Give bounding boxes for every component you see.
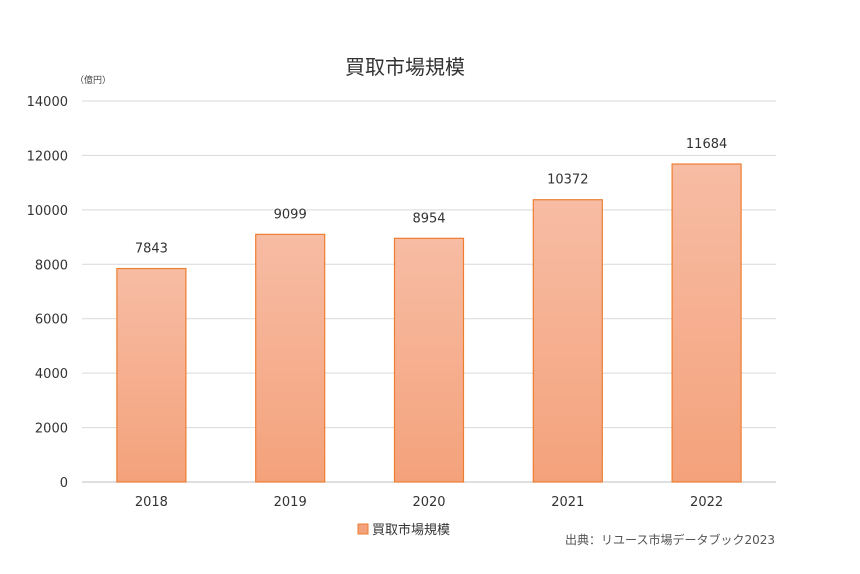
y-tick-label: 14000 bbox=[27, 95, 68, 110]
source-note: 出典：リユース市場データブック2023 bbox=[565, 532, 775, 547]
x-tick-label-2020: 2020 bbox=[412, 495, 445, 510]
data-label-2020: 8954 bbox=[412, 211, 445, 226]
y-tick-label: 4000 bbox=[35, 367, 68, 382]
x-tick-label-2019: 2019 bbox=[274, 495, 307, 510]
x-tick-label-2022: 2022 bbox=[690, 495, 723, 510]
y-axis-unit-label: （億円） bbox=[75, 74, 111, 86]
legend: 買取市場規模 bbox=[357, 522, 450, 538]
legend-swatch bbox=[357, 523, 369, 535]
chart-title: 買取市場規模 bbox=[345, 55, 465, 79]
y-tick-label: 10000 bbox=[27, 204, 68, 219]
x-tick-label-2018: 2018 bbox=[135, 495, 168, 510]
bar-2022 bbox=[671, 163, 742, 483]
y-tick-label: 8000 bbox=[35, 258, 68, 273]
bars bbox=[116, 163, 742, 483]
y-tick-label: 0 bbox=[60, 476, 68, 491]
data-label-2018: 7843 bbox=[135, 242, 168, 257]
x-tick-label-2021: 2021 bbox=[551, 495, 584, 510]
y-tick-label: 2000 bbox=[35, 422, 68, 437]
bar-2021 bbox=[532, 199, 603, 483]
bar-2020 bbox=[393, 237, 465, 483]
y-tick-label: 6000 bbox=[35, 313, 68, 328]
data-label-2021: 10372 bbox=[547, 173, 588, 188]
bar-2019 bbox=[255, 233, 326, 483]
bar-2018 bbox=[116, 267, 187, 483]
y-axis-ticks: 0 2000 4000 6000 8000 10000 12000 14000 bbox=[27, 95, 68, 491]
y-tick-label: 12000 bbox=[27, 149, 68, 164]
x-axis-ticks: 2018 2019 2020 2021 2022 bbox=[135, 495, 723, 510]
data-label-2019: 9099 bbox=[274, 207, 307, 222]
data-label-2022: 11684 bbox=[686, 137, 727, 152]
legend-label: 買取市場規模 bbox=[372, 522, 450, 538]
data-labels: 7843 9099 8954 10372 11684 bbox=[135, 137, 727, 257]
